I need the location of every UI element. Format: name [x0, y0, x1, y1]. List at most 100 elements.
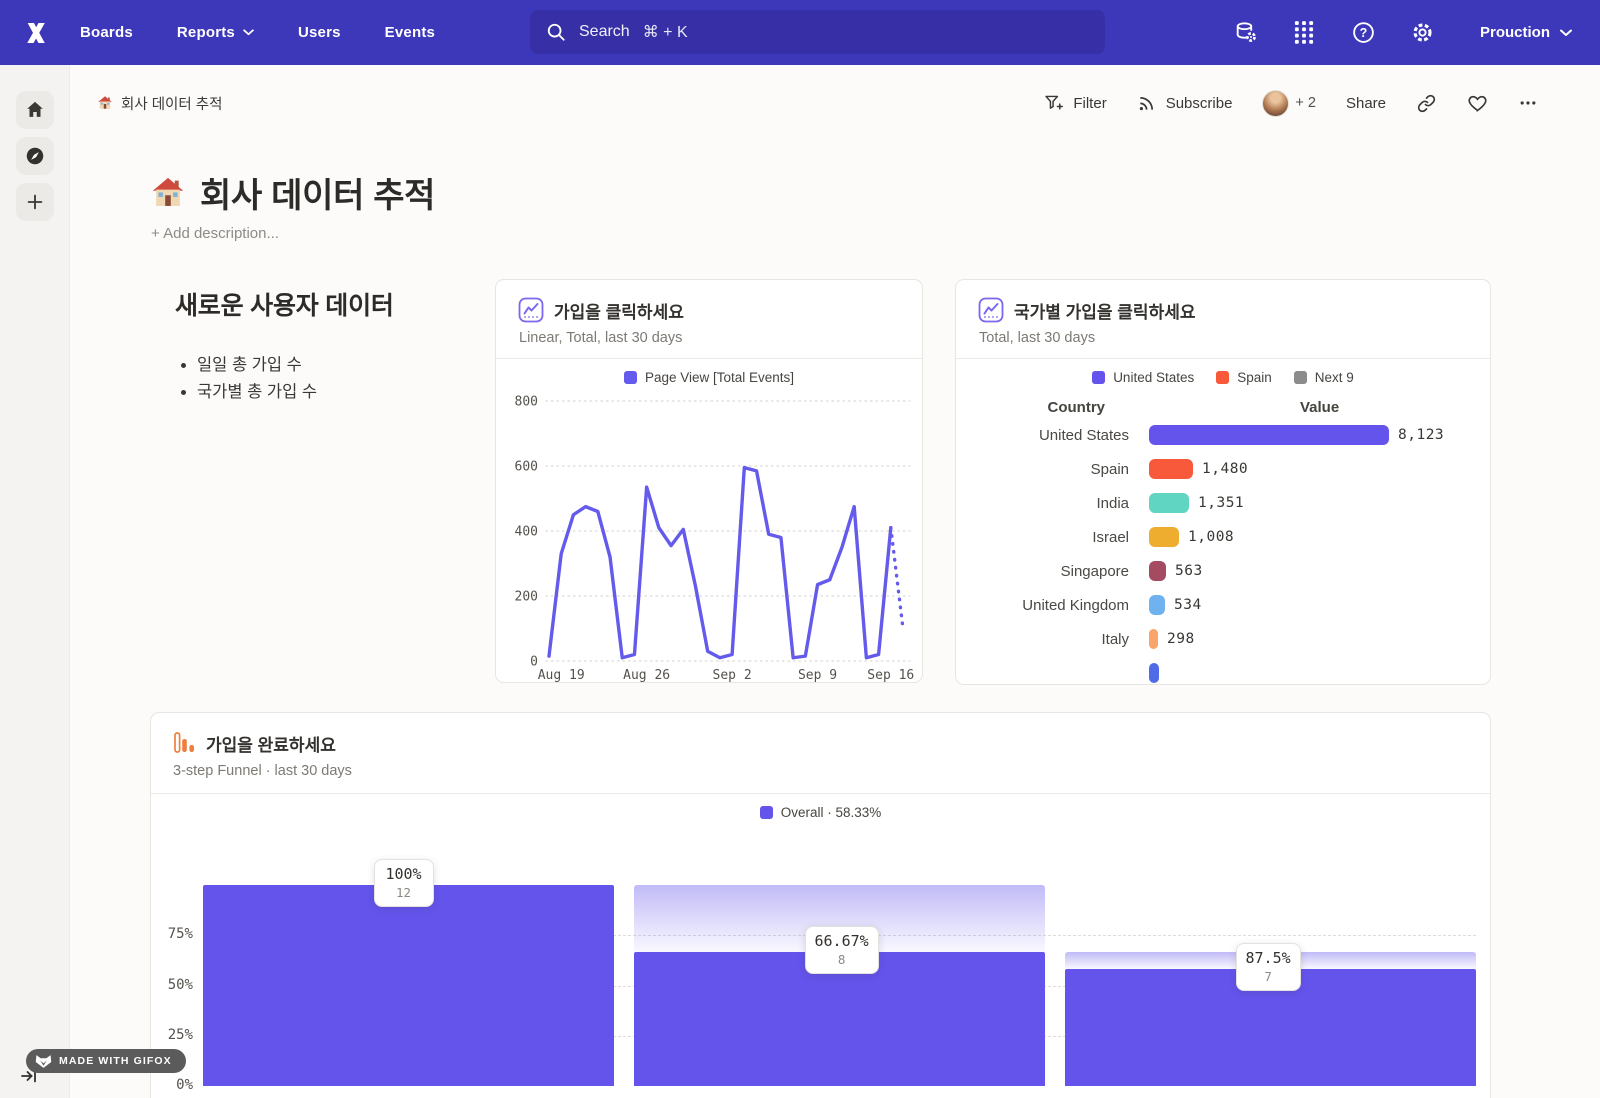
- data-management-icon[interactable]: [1232, 20, 1258, 46]
- project-switcher[interactable]: Prouction: [1480, 24, 1572, 41]
- column-value[interactable]: Value: [1300, 399, 1340, 416]
- line-chart[interactable]: 0 200 400 600 800 Aug 19 Aug 26 Sep 2 Sep 9 Sep 1…: [496, 376, 923, 683]
- country-bar-card[interactable]: 국가별 가입을 클릭하세요 Total, last 30 days United…: [955, 279, 1491, 685]
- country-value: 563: [1175, 563, 1203, 579]
- nav-item-reports[interactable]: Reports: [177, 24, 254, 41]
- chevron-down-icon: [243, 29, 254, 36]
- help-icon[interactable]: ?: [1350, 20, 1376, 46]
- country-row[interactable]: Spain 1,480: [956, 452, 1490, 486]
- legend-item[interactable]: Next 9: [1293, 370, 1354, 385]
- legend-item[interactable]: Page View [Total Events]: [623, 370, 794, 385]
- legend-item[interactable]: Spain: [1216, 370, 1272, 385]
- country-bar[interactable]: [1149, 425, 1389, 445]
- legend-swatch: [759, 806, 773, 819]
- y-tick-label: 75%: [167, 926, 193, 943]
- card-title[interactable]: 가입을 완료하세요: [206, 735, 336, 755]
- subscribe-button[interactable]: Subscribe: [1137, 93, 1232, 113]
- country-row[interactable]: United States 8,123: [956, 418, 1490, 452]
- rss-icon: [1139, 96, 1153, 111]
- legend-swatch: [623, 371, 637, 384]
- svg-text:800: 800: [515, 395, 538, 410]
- mixpanel-logo-icon[interactable]: [18, 15, 54, 51]
- country-row[interactable]: United Kingdom 534: [956, 588, 1490, 622]
- country-bar[interactable]: [1149, 527, 1179, 547]
- country-label: United States: [1038, 426, 1129, 444]
- search-input[interactable]: Search ⌘ + K: [530, 10, 1105, 54]
- house-emoji-icon: [152, 177, 184, 206]
- x-tick-label: Aug 26: [623, 668, 670, 683]
- country-label: United Kingdom: [1022, 596, 1129, 614]
- breadcrumb[interactable]: 회사 데이터 추적: [97, 93, 222, 114]
- search-icon: [547, 23, 565, 41]
- conversion-pct: 87.5%: [1245, 948, 1291, 967]
- country-bar[interactable]: [1149, 629, 1158, 649]
- funnel-tooltip: 87.5% 7: [1235, 942, 1301, 991]
- y-tick-label: 50%: [167, 976, 193, 993]
- country-row[interactable]: Israel 1,008: [956, 520, 1490, 554]
- country-row-clipped: [956, 656, 1490, 684]
- country-value: 1,351: [1198, 495, 1245, 511]
- country-value: 1,480: [1202, 461, 1249, 477]
- chart-legend: United States Spain Next 9: [956, 359, 1490, 385]
- apps-grid-icon[interactable]: [1291, 20, 1317, 46]
- country-bar[interactable]: [1149, 561, 1166, 581]
- card-title[interactable]: 국가별 가입을 클릭하세요: [1014, 302, 1196, 322]
- share-button[interactable]: Share: [1345, 94, 1386, 112]
- country-label: Singapore: [1060, 562, 1129, 580]
- country-bar[interactable]: [1149, 595, 1165, 615]
- text-widget: 새로운 사용자 데이터 일일 총 가입 수 국가별 총 가입 수: [175, 286, 475, 406]
- favorite-button[interactable]: [1467, 93, 1488, 114]
- gifox-badge: MADE WITH GIFOX: [26, 1049, 186, 1073]
- insights-report-icon: [518, 297, 544, 323]
- discover-button[interactable]: [15, 137, 54, 175]
- legend-item[interactable]: United States: [1092, 370, 1194, 385]
- bullet-item: 일일 총 가입 수: [197, 352, 475, 379]
- home-button[interactable]: [15, 91, 54, 129]
- text-widget-bullets: 일일 총 가입 수 국가별 총 가입 수: [197, 352, 475, 406]
- chart-legend: Overall · 58.33%: [151, 794, 1490, 820]
- country-bar[interactable]: [1149, 459, 1193, 479]
- plus-icon: [27, 194, 42, 210]
- add-board-button[interactable]: [15, 183, 54, 221]
- fox-icon: [35, 1054, 52, 1068]
- search-placeholder: Search: [579, 23, 630, 40]
- country-row[interactable]: Italy 298: [956, 622, 1490, 656]
- nav-item-boards[interactable]: Boards: [80, 24, 133, 41]
- funnel-bar[interactable]: [203, 885, 614, 1086]
- chevron-down-icon: [1560, 29, 1572, 36]
- country-row[interactable]: India 1,351: [956, 486, 1490, 520]
- x-tick-label: Sep 16: [867, 668, 914, 683]
- insights-report-icon: [978, 297, 1004, 323]
- card-subtitle: 3-step Funnel · last 30 days: [173, 763, 352, 779]
- collaborators[interactable]: + 2: [1262, 89, 1316, 117]
- avatar[interactable]: [1262, 89, 1290, 117]
- settings-gear-icon[interactable]: [1409, 20, 1435, 46]
- country-label: Italy: [1101, 630, 1129, 648]
- breadcrumb-label: 회사 데이터 추적: [121, 96, 223, 113]
- board-header: 회사 데이터 추적 Filter Subscribe + 2 Share: [70, 65, 1600, 141]
- filter-button[interactable]: Filter: [1043, 93, 1107, 113]
- legend-swatch: [1293, 371, 1307, 384]
- country-value: 8,123: [1398, 427, 1445, 443]
- nav-item-events[interactable]: Events: [384, 24, 436, 41]
- nav-item-users[interactable]: Users: [297, 24, 341, 41]
- legend-item[interactable]: Overall · 58.33%: [759, 805, 881, 820]
- card-title[interactable]: 가입을 클릭하세요: [554, 302, 684, 322]
- page-title[interactable]: 회사 데이터 추적: [150, 168, 435, 217]
- funnel-card[interactable]: 가입을 완료하세요 3-step Funnel · last 30 days O…: [150, 712, 1491, 1098]
- copy-link-button[interactable]: [1416, 93, 1437, 114]
- add-description[interactable]: + Add description...: [151, 225, 279, 242]
- funnel-tooltip: 100% 12: [373, 859, 434, 907]
- country-bar[interactable]: [1149, 493, 1189, 513]
- funnel-bar[interactable]: [634, 951, 1045, 1086]
- funnel-chart[interactable]: 0% 25% 50% 75% 100% 12 66.67% 8 87.5% 7: [151, 713, 1490, 1098]
- line-chart-card[interactable]: 가입을 클릭하세요 Linear, Total, last 30 days Pa…: [495, 279, 923, 683]
- country-rows: United States 8,123 Spain 1,480 India 1,351 Is…: [956, 418, 1490, 684]
- svg-text:?: ?: [1359, 26, 1367, 40]
- y-tick-label: 25%: [167, 1026, 193, 1043]
- column-country[interactable]: Country: [1047, 399, 1106, 416]
- x-tick-label: Sep 9: [798, 668, 837, 683]
- country-row[interactable]: Singapore 563: [956, 554, 1490, 588]
- more-menu-button[interactable]: [1518, 93, 1538, 113]
- conversion-count: 12: [395, 885, 412, 900]
